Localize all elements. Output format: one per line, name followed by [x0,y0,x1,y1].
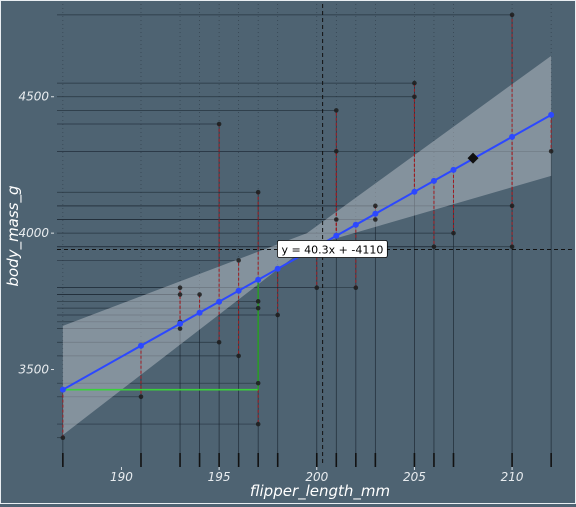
fitted-point [411,188,418,195]
fitted-point [430,177,437,184]
fitted-point [255,276,262,283]
observation-point [60,435,66,441]
y-axis: 3500 4000 4500 [18,90,54,377]
observation-point [138,394,144,400]
x-axis-title: flipper_length_mm [250,482,390,501]
fitted-point [196,309,203,316]
observation-point [509,12,515,18]
x-axis: 190 195 200 205 210 [62,453,552,484]
observation-point [275,312,281,318]
y-tick-label: 3500 [18,363,49,377]
x-tick-label: 195 [208,470,231,484]
fitted-point [509,133,516,140]
equation-label-group: y = 40.3x + -4110 [277,240,388,258]
slope-triangle [62,279,259,391]
observation-point [412,80,417,86]
equation-label-box [277,240,388,258]
observation-point [333,149,339,154]
fitted-point [372,210,379,217]
highlight-diamond [467,152,479,164]
y-tick-label: 4000 [18,226,49,240]
observation-point [236,353,241,359]
observation-point [412,94,417,100]
observation-point [509,244,515,250]
observation-point [509,203,515,209]
fitted-point [177,320,184,327]
observation-points [60,12,554,441]
x-tick-label: 190 [110,470,133,484]
fitted-point [548,111,555,118]
observation-point [373,217,378,222]
observation-point [255,380,261,386]
fitted-point [333,232,340,239]
observation-point [373,203,378,209]
observation-point [236,258,241,263]
observation-point [177,285,183,290]
fitted-point [59,386,66,393]
observation-point [216,121,222,127]
observation-point [255,305,261,311]
highlight-group [467,152,479,164]
observation-point [177,292,183,297]
observation-point [197,292,202,297]
fitted-point [137,342,144,349]
observation-point [255,299,261,304]
observation-point [255,189,261,195]
fitted-point [352,221,359,228]
observation-point [216,339,222,345]
x-tick-label: 205 [403,470,426,484]
x-tick-label: 210 [501,470,524,484]
fitted-point [216,298,223,305]
y-tick-label: 4500 [18,90,49,104]
fitted-point [235,287,242,294]
fitted-point [274,265,281,272]
y-axis-title: body_mass_g [4,185,23,286]
mean-reference-lines [57,4,573,465]
observation-point [333,217,339,222]
observation-point [177,326,183,331]
observation-point [548,149,554,154]
observation-point [333,108,339,113]
observation-point [431,244,437,250]
x-tick-label: 200 [305,470,328,484]
observation-point [451,230,456,236]
observation-point [314,285,320,290]
equation-label: y = 40.3x + -4110 [281,244,383,257]
observation-point [255,421,261,427]
fitted-point [450,166,457,173]
observation-point [353,285,359,290]
